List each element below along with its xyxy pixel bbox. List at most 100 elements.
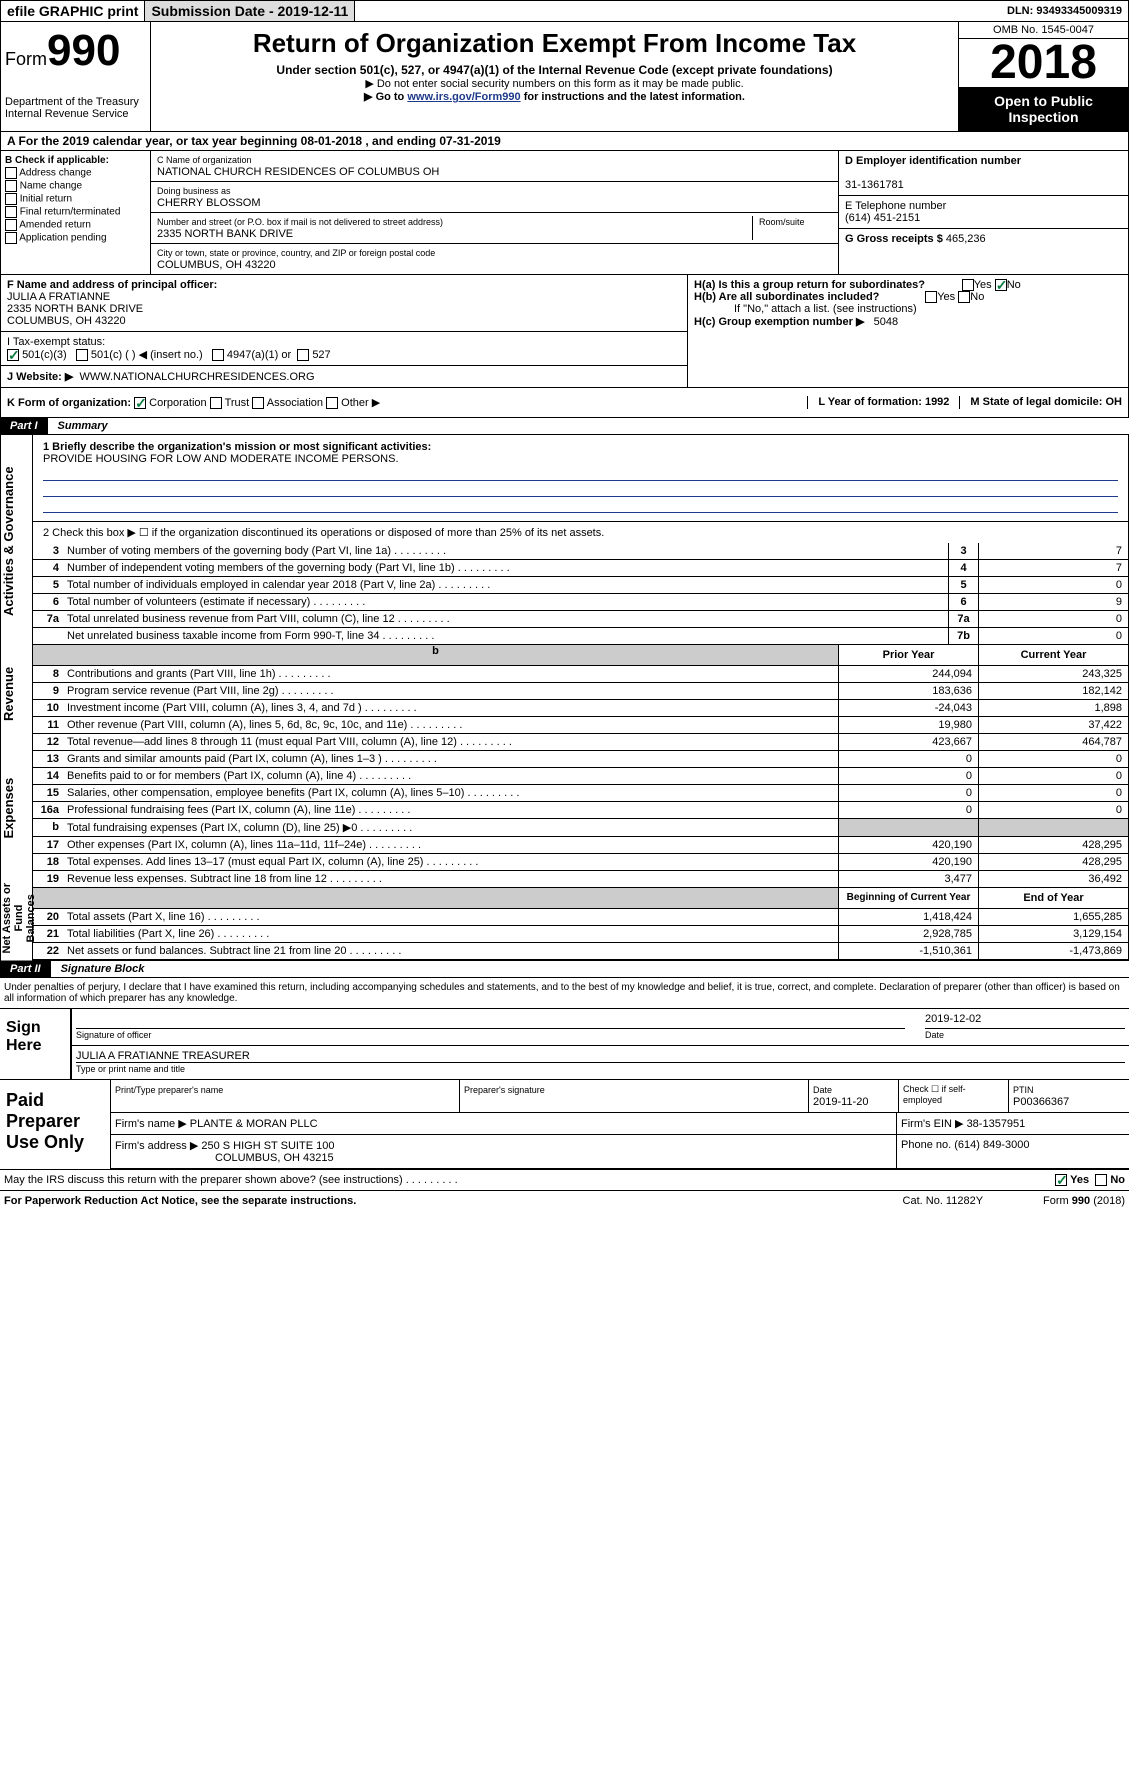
top-bar: efile GRAPHIC print Submission Date - 20… <box>0 0 1129 22</box>
financial-row: 22Net assets or fund balances. Subtract … <box>33 943 1128 960</box>
final-return-checkbox[interactable] <box>5 206 17 218</box>
discuss-with-preparer: May the IRS discuss this return with the… <box>0 1169 1129 1190</box>
dept-treasury: Department of the Treasury Internal Reve… <box>5 96 146 120</box>
527-checkbox[interactable] <box>297 349 309 361</box>
section-i-tax-status: I Tax-exempt status: 501(c)(3) 501(c) ( … <box>1 332 687 366</box>
financial-row: 16aProfessional fundraising fees (Part I… <box>33 802 1128 819</box>
expenses-tab: Expenses <box>1 740 33 876</box>
hb-yes-checkbox[interactable] <box>925 291 937 303</box>
state-domicile: M State of legal domicile: OH <box>959 396 1122 409</box>
page-footer: For Paperwork Reduction Act Notice, see … <box>0 1190 1129 1211</box>
address-change-checkbox[interactable] <box>5 167 17 179</box>
year-formation: L Year of formation: 1992 <box>807 396 949 409</box>
summary-row: 6Total number of volunteers (estimate if… <box>33 594 1128 611</box>
financial-row: 10Investment income (Part VIII, column (… <box>33 700 1128 717</box>
financial-row: 17Other expenses (Part IX, column (A), l… <box>33 837 1128 854</box>
summary-row: Net unrelated business taxable income fr… <box>33 628 1128 645</box>
identity-block: B Check if applicable: Address change Na… <box>0 151 1129 275</box>
firm-name: PLANTE & MORAN PLLC <box>190 1118 318 1130</box>
4947-checkbox[interactable] <box>212 349 224 361</box>
financial-row: 9Program service revenue (Part VIII, lin… <box>33 683 1128 700</box>
ein: 31-1361781 <box>845 179 904 191</box>
firm-address: 250 S HIGH ST SUITE 100 <box>201 1140 334 1152</box>
officer-status-block: F Name and address of principal officer:… <box>0 275 1129 388</box>
firm-ein: 38-1357951 <box>967 1118 1026 1130</box>
activities-governance-tab: Activities & Governance <box>1 435 33 647</box>
part-1-header: Part ISummary <box>0 418 1129 435</box>
financial-row: 14Benefits paid to or for members (Part … <box>33 768 1128 785</box>
city-state-zip: COLUMBUS, OH 43220 <box>157 259 276 271</box>
officer-name: JULIA A FRATIANNE TREASURER <box>76 1050 1125 1063</box>
public-inspection: Open to Public Inspection <box>959 87 1128 131</box>
dln: DLN: 93493345009319 <box>1001 3 1128 19</box>
tax-year: 2018 <box>959 39 1128 87</box>
group-exemption-number: 5048 <box>874 316 898 328</box>
application-pending-checkbox[interactable] <box>5 232 17 244</box>
telephone: (614) 451-2151 <box>845 212 920 224</box>
summary-row: 4Number of independent voting members of… <box>33 560 1128 577</box>
summary-table: Activities & Governance Revenue Expenses… <box>0 435 1129 961</box>
summary-row: 7aTotal unrelated business revenue from … <box>33 611 1128 628</box>
section-a-tax-year: A For the 2019 calendar year, or tax yea… <box>0 132 1129 151</box>
sign-date: 2019-12-02 <box>925 1013 1125 1029</box>
hb-no-checkbox[interactable] <box>958 291 970 303</box>
corporation-checkbox[interactable] <box>134 397 146 409</box>
ptin: P00366367 <box>1013 1096 1069 1108</box>
preparer-date: 2019-11-20 <box>813 1096 868 1108</box>
financial-row: 19Revenue less expenses. Subtract line 1… <box>33 871 1128 888</box>
mission-text: PROVIDE HOUSING FOR LOW AND MODERATE INC… <box>43 453 1118 465</box>
section-b-checkboxes: B Check if applicable: Address change Na… <box>1 151 151 274</box>
financial-row: 18Total expenses. Add lines 13–17 (must … <box>33 854 1128 871</box>
efile-graphic: efile GRAPHIC print <box>1 1 145 21</box>
initial-return-checkbox[interactable] <box>5 193 17 205</box>
paid-preparer-block: PaidPreparerUse Only Print/Type preparer… <box>0 1080 1129 1169</box>
prior-current-header: b Prior Year Current Year <box>33 645 1128 666</box>
ha-no-checkbox[interactable] <box>995 279 1007 291</box>
501c-checkbox[interactable] <box>76 349 88 361</box>
name-change-checkbox[interactable] <box>5 180 17 192</box>
discuss-no-checkbox[interactable] <box>1095 1174 1107 1186</box>
amended-return-checkbox[interactable] <box>5 219 17 231</box>
sign-here-block: SignHere Signature of officer 2019-12-02… <box>0 1009 1129 1080</box>
section-degh: D Employer identification number31-13617… <box>838 151 1128 274</box>
org-name: NATIONAL CHURCH RESIDENCES OF COLUMBUS O… <box>157 166 439 178</box>
section-k-form-org: K Form of organization: Corporation Trus… <box>0 388 1129 418</box>
financial-row: 12Total revenue—add lines 8 through 11 (… <box>33 734 1128 751</box>
financial-row: 15Salaries, other compensation, employee… <box>33 785 1128 802</box>
financial-row: 20Total assets (Part X, line 16)1,418,42… <box>33 909 1128 926</box>
section-h-group: H(a) Is this a group return for subordin… <box>688 275 1128 387</box>
dba-name: CHERRY BLOSSOM <box>157 197 261 209</box>
net-assets-tab: Net Assets or Fund Balances <box>1 876 33 961</box>
firm-phone: (614) 849-3000 <box>954 1139 1029 1151</box>
ssn-note: ▶ Do not enter social security numbers o… <box>157 77 952 90</box>
submission-date: Submission Date - 2019-12-11 <box>145 1 355 21</box>
form-header: Form990 Department of the Treasury Inter… <box>0 22 1129 132</box>
financial-row: 21Total liabilities (Part X, line 26)2,9… <box>33 926 1128 943</box>
financial-row: bTotal fundraising expenses (Part IX, co… <box>33 819 1128 837</box>
irs-link[interactable]: www.irs.gov/Form990 <box>407 91 520 103</box>
perjury-statement: Under penalties of perjury, I declare th… <box>0 978 1129 1009</box>
gross-receipts: 465,236 <box>946 233 986 245</box>
trust-checkbox[interactable] <box>210 397 222 409</box>
form-subtitle: Under section 501(c), 527, or 4947(a)(1)… <box>157 63 952 77</box>
financial-row: 8Contributions and grants (Part VIII, li… <box>33 666 1128 683</box>
form-title: Return of Organization Exempt From Incom… <box>157 28 952 59</box>
discuss-yes-checkbox[interactable] <box>1055 1174 1067 1186</box>
association-checkbox[interactable] <box>252 397 264 409</box>
form-number: Form990 <box>5 26 146 76</box>
501c3-checkbox[interactable] <box>7 349 19 361</box>
other-checkbox[interactable] <box>326 397 338 409</box>
link-note: ▶ Go to www.irs.gov/Form990 for instruct… <box>157 90 952 103</box>
summary-row: 3Number of voting members of the governi… <box>33 543 1128 560</box>
street-address: 2335 NORTH BANK DRIVE <box>157 228 293 240</box>
section-f-officer: F Name and address of principal officer:… <box>1 275 687 332</box>
mission-section: 1 Briefly describe the organization's mi… <box>33 435 1128 522</box>
part-2-header: Part IISignature Block <box>0 961 1129 978</box>
begin-end-header: Beginning of Current Year End of Year <box>33 888 1128 909</box>
line-2-discontinued: 2 Check this box ▶ ☐ if the organization… <box>33 522 1128 543</box>
section-c-org-info: C Name of organizationNATIONAL CHURCH RE… <box>151 151 838 274</box>
financial-row: 13Grants and similar amounts paid (Part … <box>33 751 1128 768</box>
section-j-website: J Website: ▶ WWW.NATIONALCHURCHRESIDENCE… <box>1 366 687 387</box>
ha-yes-checkbox[interactable] <box>962 279 974 291</box>
financial-row: 11Other revenue (Part VIII, column (A), … <box>33 717 1128 734</box>
